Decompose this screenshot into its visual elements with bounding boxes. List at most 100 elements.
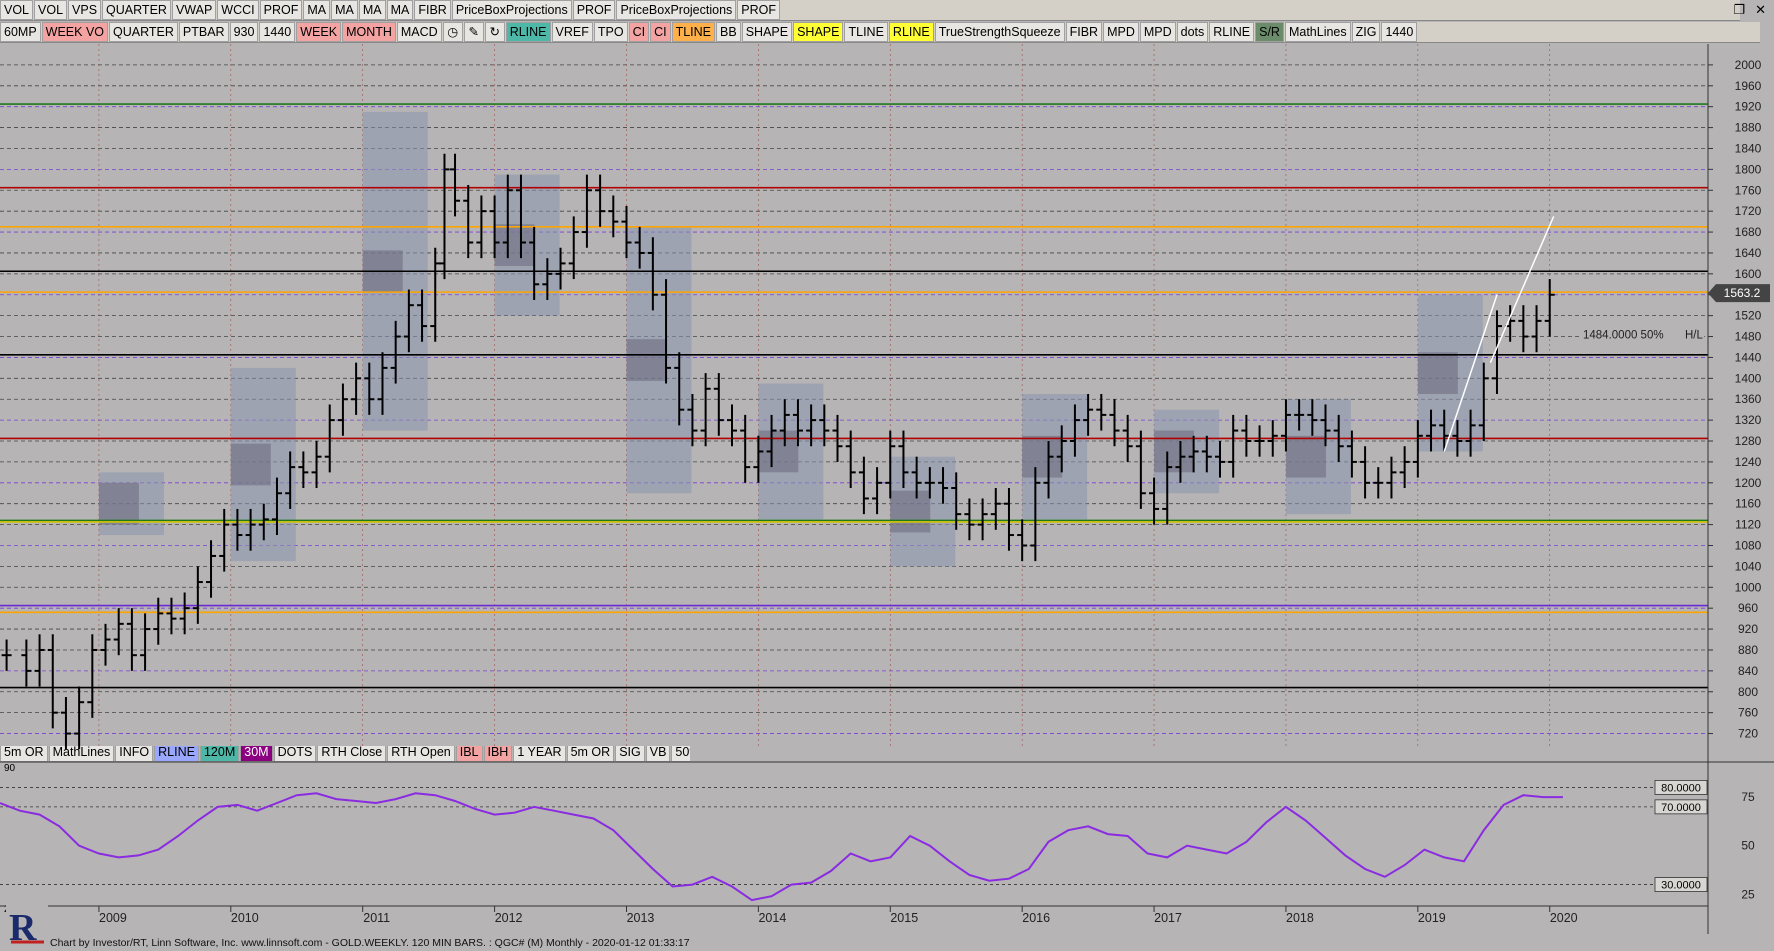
toolbar-button-1440[interactable]: 1440	[259, 22, 296, 42]
toolbar-button-quarter[interactable]: QUARTER	[102, 0, 171, 20]
toolbar-button-rline[interactable]: RLINE	[1209, 22, 1255, 42]
y-tick-label: 1240	[1735, 455, 1762, 469]
price-bar	[417, 289, 428, 342]
toolbar-button-shape[interactable]: SHAPE	[741, 22, 793, 42]
x-tick-label: 2018	[1286, 911, 1314, 925]
volume-profile-core	[890, 490, 931, 533]
y-tick-label: 880	[1738, 643, 1758, 657]
toolbar-button-60mp[interactable]: 60MP	[0, 22, 41, 42]
toolbar-button-30m[interactable]: 30M	[240, 742, 273, 762]
price-bar	[832, 414, 843, 462]
price-chart[interactable]: 720 760 800 840 880 920 960 1000 1040 1080 1120 116…	[0, 44, 1774, 951]
price-bar	[568, 216, 579, 280]
rsi-line	[0, 792, 1563, 902]
price-bar	[232, 508, 243, 551]
toolbar-button-prof[interactable]: PROF	[572, 0, 616, 20]
toolbar-button-vps[interactable]: VPS	[68, 0, 102, 20]
toolbar-button-prof[interactable]: PROF	[259, 0, 303, 20]
volume-profile-core	[1154, 430, 1195, 473]
y-tick-label: 1920	[1735, 100, 1762, 114]
y-tick-label: 1440	[1735, 350, 1762, 364]
toolbar-button-vol[interactable]: VOL	[34, 0, 68, 20]
price-bar	[1043, 441, 1054, 499]
price-bar	[647, 237, 658, 311]
toolbar-button-macd[interactable]: MACD	[396, 22, 442, 42]
rsi-axis-mark: 90	[4, 763, 16, 774]
price-bar	[311, 441, 322, 489]
price-bar	[1017, 519, 1028, 562]
toolbar-button-priceboxprojections[interactable]: PriceBoxProjections	[451, 0, 572, 20]
price-bar	[285, 451, 296, 509]
rsi-level-box	[1654, 877, 1708, 892]
price-bar	[713, 373, 724, 436]
toolbar-button-ptbar[interactable]: PTBAR	[178, 22, 229, 42]
toolbar-button-5m-or[interactable]: 5m OR	[566, 742, 615, 762]
hl-label-bg	[1580, 326, 1704, 342]
toolbar-button-month[interactable]: MONTH	[342, 22, 396, 42]
toolbar-button-wcci[interactable]: WCCI	[217, 0, 259, 20]
price-bar	[337, 383, 348, 436]
price-bar	[1083, 394, 1094, 436]
toolbar-button-vb[interactable]: VB	[645, 742, 671, 762]
y-tick-label: 1160	[1735, 497, 1761, 511]
toolbar-button-vref[interactable]: VREF	[551, 22, 593, 42]
toolbar-button-ma[interactable]: MA	[358, 0, 386, 20]
y-tick-label: 1280	[1735, 434, 1762, 448]
toolbar-button-dots[interactable]: dots	[1176, 22, 1209, 42]
toolbar-button-ma[interactable]: MA	[331, 0, 358, 20]
toolbar-button-s-r[interactable]: S/R	[1255, 22, 1284, 42]
toolbar-button-quarter[interactable]: QUARTER	[109, 22, 178, 42]
toolbar-button-tline[interactable]: TLINE	[671, 22, 716, 42]
toolbar-button-tline[interactable]: TLINE	[844, 22, 888, 42]
toolbar-button-1440[interactable]: 1440	[1381, 22, 1418, 42]
toolbar-button-week-vo[interactable]: WEEK VO	[41, 22, 108, 42]
price-bar	[140, 613, 151, 671]
pencil-icon[interactable]: ✎	[463, 22, 484, 42]
price-bar	[1254, 425, 1265, 457]
price-bar	[21, 639, 32, 687]
price-bar	[1333, 414, 1344, 462]
rsi-level-label: 30.0000	[1661, 880, 1701, 892]
toolbar-button-bb[interactable]: BB	[716, 22, 741, 42]
price-bar	[430, 247, 441, 342]
toolbar-button-ibl[interactable]: IBL	[455, 742, 483, 762]
price-bar	[502, 174, 513, 259]
toolbar-button-rth-close[interactable]: RTH Close	[317, 742, 387, 762]
price-bar	[542, 258, 553, 300]
price-bar	[258, 503, 269, 541]
toolbar-button-tpo[interactable]: TPO	[593, 22, 628, 42]
toolbar-button-fibr[interactable]: FIBR	[1065, 22, 1103, 42]
toolbar-button-vwap[interactable]: VWAP	[171, 0, 217, 20]
toolbar-button-prof[interactable]: PROF	[737, 0, 781, 20]
toolbar-button-fibr[interactable]: FIBR	[414, 0, 451, 20]
toolbar-button-priceboxprojections[interactable]: PriceBoxProjections	[616, 0, 737, 20]
toolbar-button-rline[interactable]: RLINE	[505, 22, 551, 42]
close-icon[interactable]: ✕	[1755, 2, 1766, 17]
toolbar-button-zig[interactable]: ZIG	[1351, 22, 1381, 42]
toolbar-button-ma[interactable]: MA	[303, 0, 331, 20]
restore-icon[interactable]: ❐	[1733, 2, 1746, 17]
toolbar-button-mathlines[interactable]: MathLines	[1284, 22, 1351, 42]
price-bar	[1531, 305, 1542, 353]
toolbar-button-rline[interactable]: RLINE	[888, 22, 934, 42]
price-bar	[1478, 362, 1489, 442]
toolbar-button-shape[interactable]: SHAPE	[793, 22, 844, 42]
toolbar-button-ma[interactable]: MA	[386, 0, 414, 20]
price-bar	[1439, 409, 1450, 452]
clock-icon[interactable]: ◷	[442, 22, 463, 42]
y-tick-label: 1840	[1735, 141, 1762, 155]
volume-profile-core	[230, 443, 271, 486]
toolbar-button-vol[interactable]: VOL	[0, 0, 34, 20]
toolbar-button-week[interactable]: WEEK	[296, 22, 342, 42]
toolbar-button-ci[interactable]: CI	[650, 22, 671, 42]
price-bar	[47, 634, 58, 729]
toolbar-button-truestrengthsqueeze[interactable]: TrueStrengthSqueeze	[934, 22, 1065, 42]
refresh-icon[interactable]: ↻	[484, 22, 505, 42]
y-tick-label: 1000	[1735, 580, 1762, 594]
trend-line	[1489, 216, 1555, 363]
toolbar-button-mpd[interactable]: MPD	[1139, 22, 1176, 42]
toolbar-button-ci[interactable]: CI	[628, 22, 650, 42]
price-bar	[245, 508, 256, 551]
toolbar-button-mpd[interactable]: MPD	[1103, 22, 1139, 42]
toolbar-button-930[interactable]: 930	[229, 22, 259, 42]
